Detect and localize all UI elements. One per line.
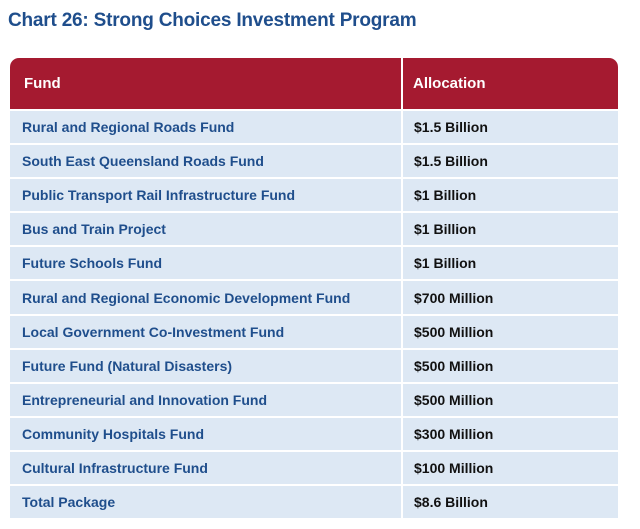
allocation-cell: $1.5 Billion: [414, 119, 488, 136]
fund-cell: Cultural Infrastructure Fund: [10, 451, 403, 485]
fund-cell: Future Fund (Natural Disasters): [10, 349, 403, 382]
allocation-cell: $500 Million: [414, 357, 494, 374]
fund-cell: Rural and Regional Roads Fund: [10, 111, 403, 144]
table-row: Future Fund (Natural Disasters) $500 Mil…: [10, 347, 618, 382]
allocation-cell: $8.6 Billion: [414, 494, 488, 511]
fund-cell: Public Transport Rail Infrastructure Fun…: [10, 179, 403, 212]
table-row: Community Hospitals Fund $300 Million: [10, 415, 618, 450]
table-row: South East Queensland Roads Fund $1.5 Bi…: [10, 143, 618, 178]
table-row: Future Schools Fund $1 Billion: [10, 245, 618, 280]
allocation-cell: $1 Billion: [414, 221, 477, 238]
fund-cell: Future Schools Fund: [10, 247, 403, 280]
table-row: Bus and Train Project $1 Billion: [10, 211, 618, 246]
table-row: Rural and Regional Roads Fund $1.5 Billi…: [10, 109, 618, 144]
fund-cell: South East Queensland Roads Fund: [10, 145, 403, 178]
allocation-cell: $1.5 Billion: [414, 153, 488, 170]
allocation-cell: $500 Million: [414, 323, 494, 340]
fund-cell: Rural and Regional Economic Development …: [10, 281, 403, 314]
table-row: Entrepreneurial and Innovation Fund $500…: [10, 381, 618, 416]
allocation-cell: $500 Million: [414, 391, 494, 408]
fund-cell: Local Government Co-Investment Fund: [10, 315, 403, 348]
allocation-cell: $100 Million: [414, 459, 494, 476]
total-row: Total Package $8.6 Billion: [10, 484, 618, 519]
table-row: Local Government Co-Investment Fund $500…: [10, 313, 618, 348]
allocation-cell: $300 Million: [414, 425, 494, 442]
header-fund: Fund: [10, 58, 403, 109]
allocation-cell: $1 Billion: [414, 255, 477, 272]
fund-cell: Total Package: [10, 486, 403, 519]
fund-cell: Bus and Train Project: [10, 213, 403, 246]
header-allocation: Allocation: [413, 75, 486, 92]
fund-cell: Community Hospitals Fund: [10, 417, 403, 450]
investment-table: Fund Allocation Rural and Regional Roads…: [10, 58, 618, 519]
page-title: Chart 26: Strong Choices Investment Prog…: [8, 10, 417, 31]
table-row: Rural and Regional Economic Development …: [10, 279, 618, 314]
fund-cell: Entrepreneurial and Innovation Fund: [10, 383, 403, 416]
table-row: Cultural Infrastructure Fund $100 Millio…: [10, 449, 618, 485]
allocation-cell: $700 Million: [414, 289, 494, 306]
allocation-cell: $1 Billion: [414, 187, 477, 204]
table-row: Public Transport Rail Infrastructure Fun…: [10, 177, 618, 212]
table-header: Fund Allocation: [10, 58, 618, 109]
